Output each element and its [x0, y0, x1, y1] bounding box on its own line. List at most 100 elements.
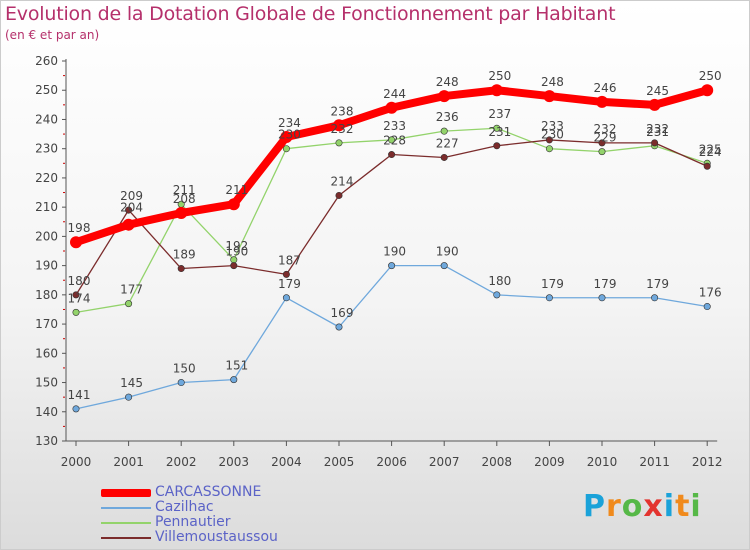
data-label-cazilhac: 169: [331, 306, 354, 320]
data-point-carcassonne: [70, 236, 82, 249]
data-label-cazilhac: 190: [383, 245, 406, 259]
data-point-villemoustaussou: [72, 291, 80, 299]
data-label-pennautier: 232: [331, 122, 354, 136]
x-tick-label: 2006: [376, 455, 407, 469]
data-point-villemoustaussou: [545, 136, 553, 144]
data-point-villemoustaussou: [493, 142, 501, 150]
data-point-villemoustaussou: [598, 139, 606, 147]
chart-subtitle: (en € et par an): [5, 28, 100, 42]
data-point-carcassonne: [648, 98, 661, 111]
logo-letter: i: [663, 489, 676, 524]
data-label-cazilhac: 180: [488, 274, 511, 288]
data-point-pennautier: [282, 145, 290, 153]
data-point-cazilhac: [440, 262, 448, 270]
data-label-pennautier: 225: [699, 142, 722, 156]
chart-title: Evolution de la Dotation Globale de Fonc…: [5, 3, 616, 25]
data-label-villemoustaussou: 227: [436, 136, 459, 150]
x-tick-label: 2002: [166, 455, 197, 469]
y-tick-label: 160: [35, 346, 58, 360]
data-label-villemoustaussou: 224: [699, 145, 722, 159]
data-label-carcassonne: 250: [488, 69, 511, 83]
data-point-villemoustaussou: [282, 270, 290, 278]
data-point-pennautier: [125, 300, 133, 308]
data-point-pennautier: [388, 136, 396, 144]
data-point-carcassonne: [122, 218, 135, 231]
data-point-carcassonne: [175, 207, 188, 219]
data-point-cazilhac: [72, 405, 80, 413]
data-label-pennautier: 233: [383, 119, 406, 133]
data-label-carcassonne: 238: [331, 104, 354, 118]
data-label-pennautier: 230: [541, 128, 564, 142]
data-label-villemoustaussou: 232: [594, 122, 617, 136]
data-label-villemoustaussou: 209: [120, 189, 143, 203]
data-label-cazilhac: 151: [225, 359, 248, 373]
y-tick-label: 130: [35, 434, 58, 448]
data-label-carcassonne: 204: [120, 201, 143, 215]
y-tick-label: 140: [35, 405, 58, 419]
x-tick-label: 2011: [639, 455, 670, 469]
x-tick-label: 2009: [534, 455, 565, 469]
data-label-pennautier: 237: [488, 107, 511, 121]
data-point-villemoustaussou: [335, 191, 343, 199]
y-minor-tick: [63, 425, 65, 427]
y-tick-label: 210: [35, 200, 58, 214]
data-point-cazilhac: [230, 376, 238, 384]
data-point-carcassonne: [596, 95, 608, 108]
data-label-cazilhac: 179: [541, 277, 564, 291]
data-label-villemoustaussou: 231: [488, 125, 511, 139]
y-tick-label: 260: [35, 54, 58, 68]
data-point-cazilhac: [282, 294, 290, 302]
x-tick-label: 2004: [271, 455, 302, 469]
data-label-cazilhac: 176: [699, 286, 722, 300]
y-minor-tick: [63, 279, 65, 281]
data-label-villemoustaussou: 228: [383, 134, 406, 148]
y-tick-label: 170: [35, 317, 58, 331]
y-minor-tick: [63, 133, 65, 135]
logo-letter: i: [690, 489, 702, 524]
data-point-cazilhac: [335, 323, 343, 331]
data-label-villemoustaussou: 189: [173, 248, 196, 262]
y-tick-label: 190: [35, 259, 58, 273]
y-minor-tick: [63, 396, 65, 398]
data-label-cazilhac: 145: [120, 376, 143, 390]
data-label-cazilhac: 190: [436, 245, 459, 259]
data-point-cazilhac: [125, 393, 133, 401]
y-minor-tick: [63, 367, 65, 369]
x-tick-label: 2007: [429, 455, 460, 469]
data-label-carcassonne: 208: [173, 192, 196, 206]
logo-letter: o: [621, 489, 644, 524]
y-tick-label: 150: [35, 376, 58, 390]
data-point-cazilhac: [177, 379, 185, 387]
y-minor-tick: [63, 75, 65, 77]
legend-label-carcassonne: CARCASSONNE: [155, 484, 262, 500]
data-label-pennautier: 192: [225, 239, 248, 253]
x-tick-label: 2012: [692, 455, 723, 469]
data-point-pennautier: [598, 148, 606, 156]
data-point-carcassonne: [543, 90, 556, 103]
data-label-cazilhac: 141: [68, 388, 91, 402]
data-point-villemoustaussou: [125, 206, 133, 214]
data-label-pennautier: 174: [68, 291, 91, 305]
data-label-carcassonne: 244: [383, 87, 406, 101]
data-label-carcassonne: 245: [646, 84, 669, 98]
y-minor-tick: [63, 250, 65, 252]
y-minor-tick: [63, 221, 65, 223]
data-point-pennautier: [335, 139, 343, 147]
data-label-pennautier: 177: [120, 283, 143, 297]
x-tick-label: 2001: [113, 455, 144, 469]
data-point-cazilhac: [545, 294, 553, 302]
y-tick-label: 230: [35, 142, 58, 156]
data-label-pennautier: 229: [594, 131, 617, 145]
data-point-villemoustaussou: [230, 262, 238, 270]
y-minor-tick: [63, 162, 65, 164]
y-tick-label: 250: [35, 83, 58, 97]
data-label-carcassonne: 248: [436, 75, 459, 89]
data-label-cazilhac: 179: [278, 277, 301, 291]
data-label-villemoustaussou: 187: [278, 253, 301, 267]
y-minor-tick: [63, 338, 65, 340]
data-label-carcassonne: 234: [278, 116, 301, 130]
data-label-villemoustaussou: 180: [68, 274, 91, 288]
y-minor-tick: [63, 192, 65, 194]
data-point-pennautier: [440, 127, 448, 135]
